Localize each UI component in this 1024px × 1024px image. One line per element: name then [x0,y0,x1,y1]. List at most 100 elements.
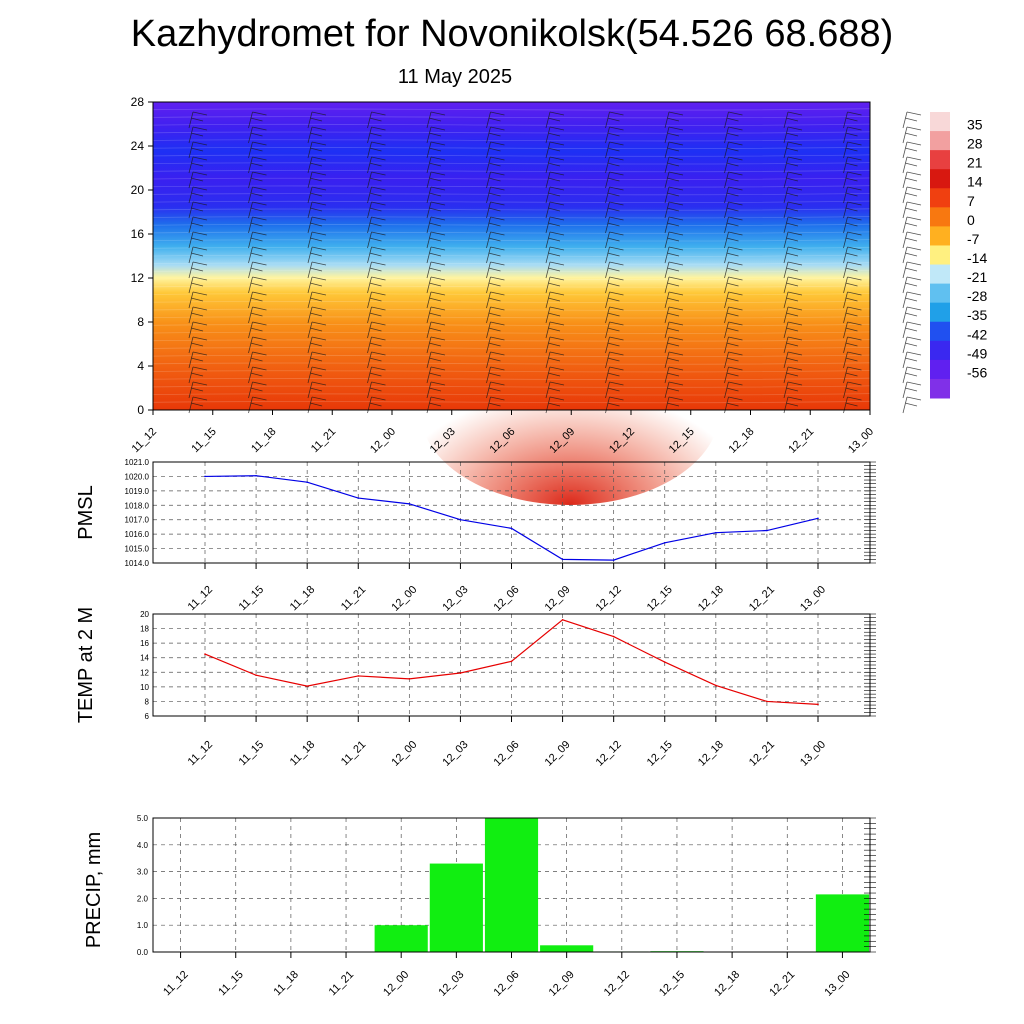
colorbar-swatch [930,207,950,227]
wind-barb [545,381,565,399]
y-tick-label: 16 [140,639,149,648]
wind-barb [248,381,267,399]
wind-barb [783,156,803,174]
wind-barb [605,141,624,159]
wind-barb [783,291,803,309]
wind-barb [367,261,386,279]
panel-frame [152,461,871,564]
wind-barb [843,231,862,249]
contour-line [152,239,871,242]
x-tick-label: 11_21 [339,739,369,769]
y-tick-label: 1019.0 [125,487,150,496]
x-tick-label: 12_09 [543,739,573,769]
wind-barb [307,351,327,369]
wind-barb [426,261,446,279]
wind-barb [545,171,565,189]
wind-barb [605,246,624,264]
contour-line [152,400,871,404]
y-tick-label: 1018.0 [125,501,150,510]
wind-barb [248,141,267,159]
wind-barb [248,216,267,234]
y-tick-label: 3.0 [137,868,149,877]
wind-barb [724,171,743,189]
wind-barb [486,321,505,339]
wind-barb [605,126,624,144]
wind-barb [307,156,327,174]
x-tick-label: 11_12 [161,969,191,999]
wind-barb [248,126,267,144]
wind-barb [664,246,684,264]
y-tick-label: 1.0 [137,921,149,930]
wind-barb [605,306,624,324]
wind-barb [724,276,743,294]
data-point [663,661,666,663]
x-tick-label: 13_00 [846,426,876,456]
wind-barb [605,111,624,129]
data-point [715,684,717,687]
wind-barb [605,291,624,309]
wind-barb [545,126,565,144]
wind-barb [843,171,862,189]
wind-barb [605,336,624,354]
wind-barb [367,306,386,324]
x-tick-label: 11_15 [237,584,267,614]
colorbar-swatch [930,150,950,170]
contour-line [152,131,871,134]
data-point [510,527,513,530]
colorbar-label: -42 [967,326,987,342]
wind-barb [545,246,565,264]
wind-barb [545,291,565,309]
wind-barb [426,276,446,294]
y-tick-label: 28 [131,95,145,109]
wind-barb [664,126,684,144]
data-point [663,542,666,544]
wind-barb [843,216,862,234]
wind-barb [664,381,684,399]
wind-barb [664,291,684,309]
x-tick-label: 12_06 [492,969,522,999]
wind-barb [664,336,684,354]
contour-line [152,123,871,126]
y-tick-label: 24 [131,139,145,153]
x-tick-label: 13_00 [798,739,828,769]
wind-barb [664,141,684,159]
contour-line [152,354,871,357]
precip-bar [429,863,483,952]
colorbar-label: -7 [967,231,980,247]
wind-barb [426,156,446,174]
wind-barb [486,366,505,384]
wind-barb [367,201,386,219]
wind-barb [724,336,743,354]
wind-barb [843,276,862,294]
wind-barb [843,336,862,354]
wind-barb [605,366,624,384]
wind-barb [367,351,386,369]
wind-barb [724,186,743,204]
contour-line [152,347,871,350]
wind-barb [902,126,922,144]
precip-bar [540,945,594,952]
wind-barb [248,306,267,324]
wind-barb [902,366,922,384]
precip-panel: 0.0 1.0 2.0 3.0 4.0 5.0 11_12 11_15 11_18 11_21 12… [83,814,876,999]
x-tick-label: 12_09 [543,584,573,614]
wind-barb [902,396,922,414]
panel-frame [152,613,871,717]
x-tick-label: 12_18 [696,584,726,614]
wind-barb [664,306,684,324]
wind-barb [664,111,684,129]
wind-barb [783,261,803,279]
wind-barb [426,171,446,189]
wind-barb [724,321,743,339]
wind-barb [843,246,862,264]
wind-barb [902,351,922,369]
y-tick-label: 10 [140,683,149,692]
wind-barb [902,261,922,279]
wind-barb [843,156,862,174]
x-tick-label: 12_00 [368,426,398,456]
wind-barb [605,201,624,219]
x-tick-label: 12_18 [696,739,726,769]
data-point [255,474,257,477]
wind-barb [724,111,743,129]
wind-barb [605,351,624,369]
